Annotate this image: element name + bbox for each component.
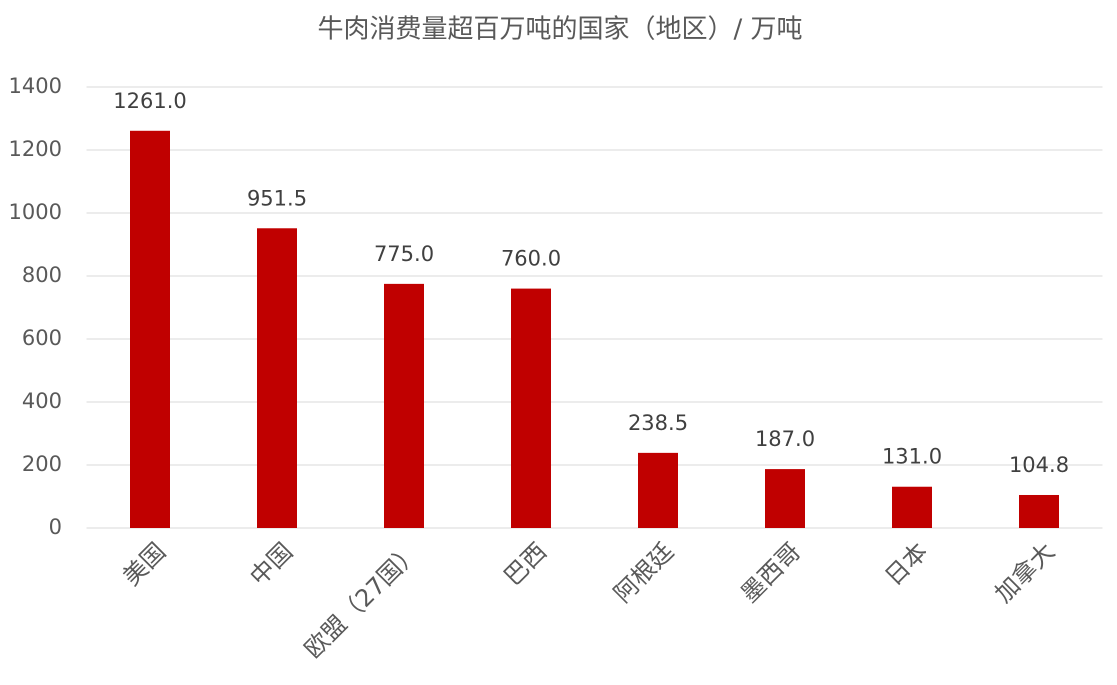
- x-tick-label: 中国: [244, 537, 298, 591]
- data-label: 187.0: [755, 427, 815, 451]
- x-tick-label: 加拿大: [989, 537, 1060, 608]
- data-label: 104.8: [1009, 453, 1069, 477]
- y-tick-label: 600: [22, 326, 62, 350]
- bar: [384, 283, 424, 528]
- data-label: 760.0: [501, 247, 561, 271]
- bar: [130, 130, 170, 528]
- x-tick-label: 日本: [879, 537, 933, 591]
- bar: [257, 228, 297, 528]
- chart-title: 牛肉消费量超百万吨的国家（地区）/ 万吨: [317, 15, 802, 45]
- bar: [765, 469, 805, 528]
- y-tick-label: 400: [22, 389, 62, 413]
- data-label: 775.0: [374, 242, 434, 266]
- x-tick-label: 美国: [117, 537, 171, 591]
- x-tick-label: 墨西哥: [735, 537, 806, 608]
- bar: [638, 452, 678, 528]
- x-tick-label: 阿根廷: [608, 537, 679, 608]
- data-label: 1261.0: [113, 89, 186, 113]
- bar: [1019, 494, 1059, 528]
- y-tick-label: 1400: [9, 74, 62, 98]
- y-tick-label: 1200: [9, 137, 62, 161]
- data-label: 238.5: [628, 411, 688, 435]
- y-tick-label: 0: [49, 515, 62, 539]
- data-label: 131.0: [882, 445, 942, 469]
- y-tick-label: 1000: [9, 200, 62, 224]
- x-tick-label: 巴西: [498, 537, 552, 591]
- x-tick-label: 欧盟（27国）: [299, 537, 425, 663]
- data-label: 951.5: [247, 186, 307, 210]
- y-tick-label: 200: [22, 452, 62, 476]
- bar: [511, 288, 551, 528]
- bar: [892, 486, 932, 528]
- y-tick-label: 800: [22, 263, 62, 287]
